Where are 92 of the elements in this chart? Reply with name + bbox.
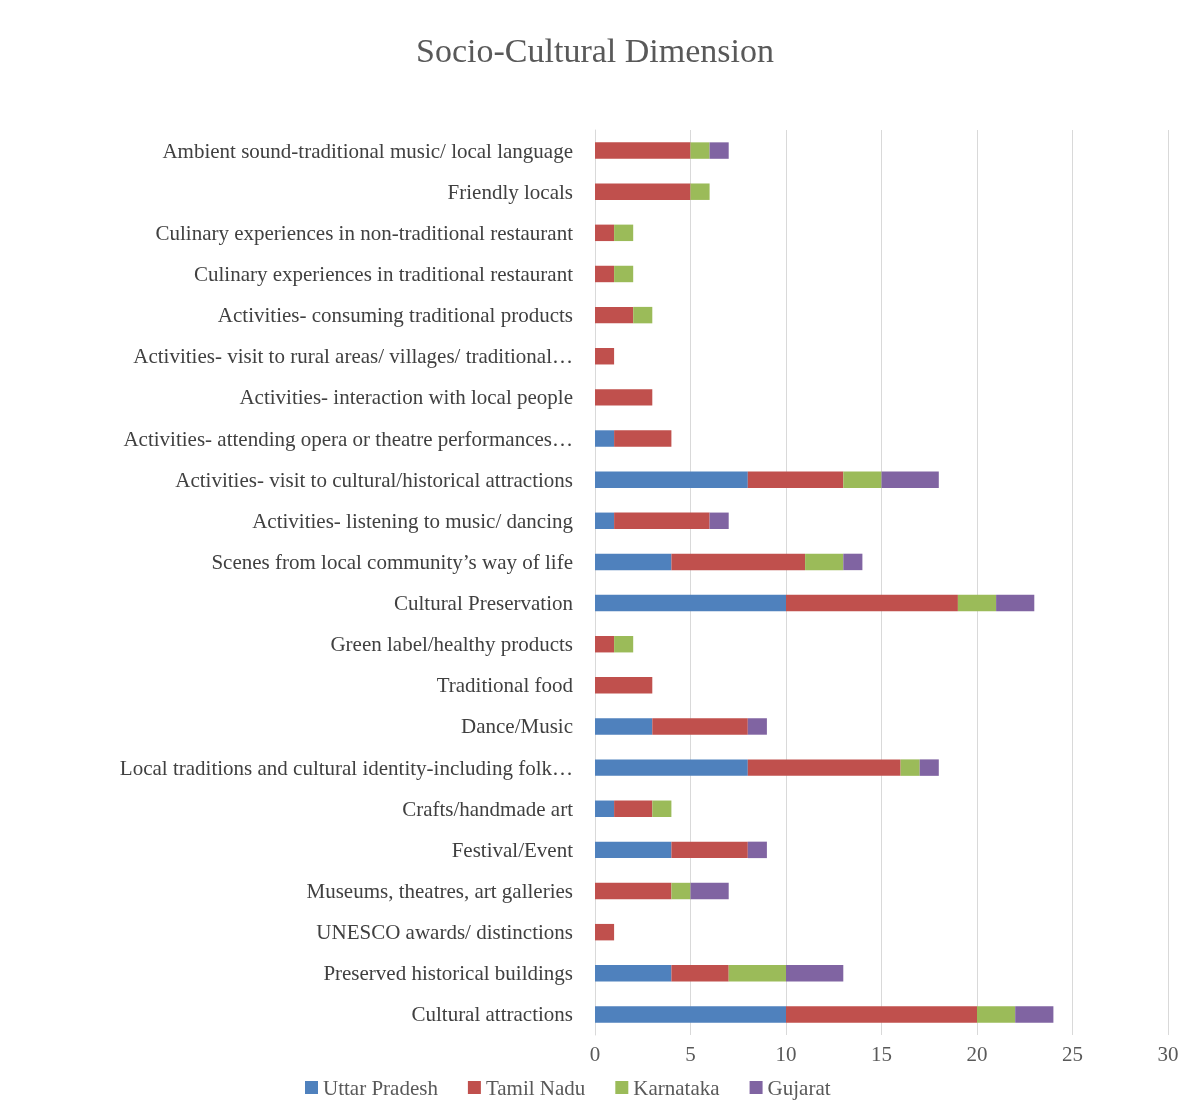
bar bbox=[671, 882, 691, 900]
bar bbox=[900, 759, 920, 776]
chart-title: Socio-Cultural Dimension bbox=[416, 31, 774, 69]
y-tick-label: Ambient sound-traditional music/ local language bbox=[162, 138, 573, 163]
y-tick-label: Scenes from local community’s way of life bbox=[211, 549, 573, 574]
bar bbox=[614, 265, 634, 283]
bar bbox=[614, 224, 634, 242]
bar bbox=[595, 1006, 786, 1023]
bar bbox=[843, 553, 863, 571]
bar bbox=[652, 718, 748, 735]
bar bbox=[690, 183, 710, 200]
bar bbox=[614, 512, 710, 530]
bar bbox=[614, 430, 672, 447]
y-tick-label: Activities- interaction with local people bbox=[239, 385, 573, 410]
bar bbox=[595, 471, 748, 488]
bar bbox=[595, 183, 691, 200]
legend-label: Uttar Pradesh bbox=[323, 1075, 439, 1100]
y-tick-label: Friendly locals bbox=[447, 179, 573, 204]
bar bbox=[728, 965, 786, 982]
bar bbox=[747, 718, 767, 735]
y-tick-label: Activities- attending opera or theatre performances… bbox=[123, 426, 573, 451]
y-tick-label: Cultural Preservation bbox=[393, 591, 574, 616]
bar bbox=[595, 306, 634, 324]
bar bbox=[595, 965, 672, 982]
bar bbox=[996, 594, 1035, 612]
x-tick-label: 0 bbox=[589, 1041, 601, 1066]
y-tick-label: Dance/Music bbox=[461, 714, 573, 739]
y-tick-label: UNESCO awards/ distinctions bbox=[316, 920, 573, 945]
bar bbox=[690, 142, 710, 159]
bar bbox=[843, 471, 882, 488]
bar bbox=[595, 759, 748, 776]
legend-label: Tamil Nadu bbox=[485, 1075, 586, 1100]
bar bbox=[671, 841, 748, 859]
bar bbox=[652, 800, 672, 817]
bar bbox=[595, 677, 653, 694]
bar bbox=[786, 1006, 977, 1023]
x-tick-label: 10 bbox=[775, 1041, 797, 1066]
bar bbox=[957, 594, 997, 612]
y-tick-label: Activities- listening to music/ dancing bbox=[252, 508, 574, 533]
bar bbox=[805, 553, 844, 571]
bar bbox=[690, 882, 729, 900]
y-tick-label: Preserved historical buildings bbox=[323, 961, 573, 986]
bar bbox=[595, 800, 615, 817]
y-tick-label: Activities- consuming traditional products bbox=[217, 303, 573, 328]
bar bbox=[595, 512, 615, 530]
y-tick-label: Cultural attractions bbox=[411, 1002, 573, 1027]
bar bbox=[595, 265, 615, 283]
x-tick-label: 15 bbox=[871, 1041, 892, 1066]
legend-label: Gujarat bbox=[767, 1075, 831, 1100]
bar bbox=[633, 306, 653, 324]
bar bbox=[595, 142, 691, 159]
bar bbox=[786, 594, 958, 612]
bar bbox=[747, 841, 767, 859]
bar bbox=[595, 882, 672, 900]
y-tick-label: Green label/healthy products bbox=[330, 632, 573, 657]
x-tick-label: 25 bbox=[1062, 1041, 1083, 1066]
bar bbox=[919, 759, 939, 776]
bar bbox=[595, 430, 615, 447]
y-tick-label: Local traditions and cultural identity-including folk… bbox=[119, 755, 573, 780]
x-tick-label: 5 bbox=[685, 1041, 696, 1066]
bar bbox=[595, 348, 615, 365]
bar bbox=[747, 759, 901, 776]
y-tick-label: Crafts/handmade art bbox=[402, 796, 574, 821]
bar bbox=[786, 965, 844, 982]
y-tick-label: Traditional food bbox=[436, 673, 574, 698]
x-tick-label: 20 bbox=[966, 1041, 988, 1066]
bar bbox=[595, 594, 786, 612]
bar bbox=[595, 224, 615, 242]
bar bbox=[881, 471, 939, 488]
bar bbox=[595, 718, 653, 735]
y-tick-label: Museums, theatres, art galleries bbox=[306, 879, 573, 904]
bar bbox=[1015, 1006, 1054, 1023]
x-tick-label: 30 bbox=[1157, 1041, 1179, 1066]
bar bbox=[671, 553, 806, 571]
bar bbox=[595, 553, 672, 571]
bar bbox=[709, 142, 729, 159]
legend-label: Karnataka bbox=[633, 1075, 721, 1100]
bar bbox=[614, 800, 653, 817]
bar bbox=[595, 389, 653, 406]
bar bbox=[747, 471, 844, 488]
y-tick-label: Culinary experiences in traditional restaurant bbox=[193, 261, 574, 286]
bar bbox=[595, 635, 615, 653]
y-tick-label: Activities- visit to cultural/historical attractions bbox=[175, 467, 573, 492]
bar bbox=[709, 512, 729, 530]
y-tick-label: Festival/Event bbox=[451, 837, 574, 862]
y-tick-label: Culinary experiences in non-traditional restaurant bbox=[155, 220, 574, 245]
bar bbox=[595, 923, 615, 941]
bar bbox=[671, 965, 729, 982]
bar bbox=[977, 1006, 1016, 1023]
bar bbox=[614, 635, 634, 653]
y-tick-label: Activities- visit to rural areas/ villages/ traditional… bbox=[133, 344, 573, 369]
bar bbox=[595, 841, 672, 859]
